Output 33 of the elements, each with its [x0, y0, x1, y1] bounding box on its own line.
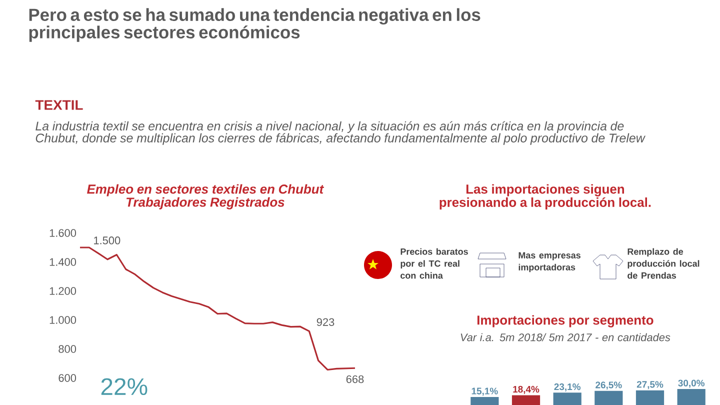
chart-title: Empleo en sectores textiles en Chubut — [87, 184, 324, 196]
data-label: 23,1% — [554, 383, 581, 392]
data-label: 27,5% — [636, 381, 664, 390]
data-label: 26,5% — [596, 382, 622, 390]
bar — [512, 395, 540, 405]
data-label: 15,1% — [472, 388, 498, 396]
y-tick-label: 1.200 — [50, 287, 76, 295]
bar — [470, 396, 499, 405]
data-label: 1.500 — [94, 236, 120, 244]
y-tick-label: 800 — [58, 345, 76, 353]
chart-subtitle: Trabajadores Registrados — [126, 197, 284, 210]
y-tick-label: 1.600 — [50, 229, 76, 237]
bar — [677, 389, 706, 405]
data-label: 18,4% — [513, 386, 540, 394]
y-tick-label: 1.000 — [50, 316, 76, 324]
text: Las importaciones siguen presionando a la producción local. — [440, 184, 651, 210]
bar — [594, 390, 623, 405]
text: TEXTIL — [35, 100, 83, 110]
y-tick-label: 600 — [58, 374, 76, 382]
bar — [553, 392, 582, 405]
text: Pero a esto se ha sumado una tendencia negativa en los principales sectores económicos — [29, 8, 480, 42]
data-label: 668 — [346, 375, 364, 384]
text: Precios baratos por el TC real con china — [400, 248, 468, 279]
chart-title: Importaciones por segmento — [477, 315, 654, 328]
text: Remplazo de producción local de Prendas — [628, 248, 700, 279]
text: Mas empresas importadoras — [518, 252, 580, 272]
data-label: 30,0% — [678, 380, 705, 388]
text: La industria textil se encuentra en crisis a nivel nacional, y la situación es aún más crítica en la provincia de Chubut, donde se multiplican los cierres de fábricas, afectando fundamentalmente al polo productivo de Trelew — [36, 121, 646, 145]
bar — [636, 390, 664, 405]
text: 22% — [101, 378, 148, 396]
y-tick-label: 1.400 — [50, 258, 76, 266]
chart-subtitle: Var i.a. 5m 2018/ 5m 2017 - en cantidades — [460, 333, 670, 342]
data-label: 923 — [316, 318, 334, 326]
